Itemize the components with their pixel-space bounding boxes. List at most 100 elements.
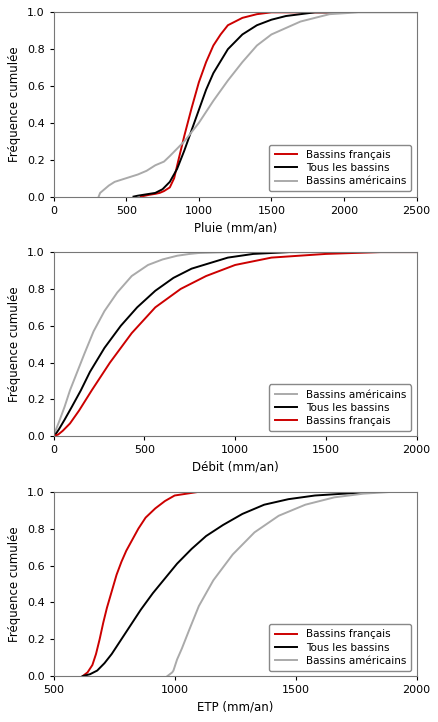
Line: Bassins américains: Bassins américains xyxy=(99,12,416,196)
Bassins français xyxy=(142,191,148,200)
Tous les bassins xyxy=(138,606,143,614)
Tous les bassins xyxy=(127,622,132,630)
Bassins américains xyxy=(139,168,145,177)
Bassins français xyxy=(196,487,201,496)
Tous les bassins xyxy=(170,274,176,282)
Bassins américains xyxy=(144,167,149,175)
Bassins français xyxy=(244,487,249,496)
Bassins français xyxy=(109,587,114,596)
Bassins américains xyxy=(174,655,179,664)
Bassins américains xyxy=(239,58,244,66)
Bassins français xyxy=(184,490,189,498)
Bassins américains xyxy=(297,17,302,26)
Tous les bassins xyxy=(78,386,83,395)
Tous les bassins xyxy=(131,192,136,201)
Bassins américains xyxy=(102,185,107,193)
Bassins français xyxy=(171,174,177,183)
Bassins français xyxy=(232,261,237,269)
Line: Bassins français: Bassins français xyxy=(82,492,247,676)
Bassins français xyxy=(254,10,259,19)
Legend: Bassins français, Tous les bassins, Bassins américains: Bassins français, Tous les bassins, Bass… xyxy=(269,144,410,191)
Bassins américains xyxy=(214,248,219,257)
Bassins américains xyxy=(232,248,237,256)
Bassins américains xyxy=(164,671,170,680)
Bassins américains xyxy=(67,386,72,395)
Bassins français xyxy=(89,661,95,669)
Bassins français xyxy=(167,183,172,192)
Tous les bassins xyxy=(181,146,187,155)
Tous les bassins xyxy=(94,666,99,675)
Bassins américains xyxy=(413,248,418,256)
Tous les bassins xyxy=(62,415,67,424)
Bassins américains xyxy=(74,367,80,376)
Bassins américains xyxy=(230,550,235,559)
Bassins français xyxy=(89,386,94,395)
Bassins français xyxy=(119,557,124,566)
Bassins américains xyxy=(135,170,140,179)
Bassins français xyxy=(53,431,58,440)
Bassins français xyxy=(413,248,418,256)
Bassins américains xyxy=(106,181,111,190)
Bassins américains xyxy=(157,159,162,168)
Tous les bassins xyxy=(102,659,107,668)
Bassins français xyxy=(152,303,158,312)
Y-axis label: Fréquence cumulée: Fréquence cumulée xyxy=(8,287,21,402)
Bassins français xyxy=(203,271,208,280)
Tous les bassins xyxy=(69,403,74,412)
Bassins américains xyxy=(129,172,134,180)
Bassins français xyxy=(107,358,112,367)
Bassins américains xyxy=(167,670,172,679)
Bassins français xyxy=(129,329,134,337)
Bassins américains xyxy=(413,487,418,496)
Line: Bassins américains: Bassins américains xyxy=(53,252,416,436)
Bassins américains xyxy=(389,487,394,496)
Bassins américains xyxy=(170,666,176,675)
Bassins américains xyxy=(82,349,87,358)
Bassins américains xyxy=(210,97,215,105)
Bassins américains xyxy=(114,288,120,297)
Bassins américains xyxy=(53,427,58,435)
Y-axis label: Fréquence cumulée: Fréquence cumulée xyxy=(8,526,21,642)
Bassins américains xyxy=(172,663,177,671)
Tous les bassins xyxy=(141,191,146,199)
Bassins français xyxy=(210,41,215,50)
Bassins américains xyxy=(181,137,187,146)
Legend: Bassins américains, Tous les bassins, Bassins français: Bassins américains, Tous les bassins, Ba… xyxy=(269,385,410,431)
Bassins français xyxy=(172,491,177,500)
Bassins américains xyxy=(360,490,365,498)
Tous les bassins xyxy=(203,531,208,540)
Tous les bassins xyxy=(162,574,167,583)
Bassins américains xyxy=(97,188,102,197)
Bassins américains xyxy=(91,327,96,336)
Bassins français xyxy=(67,419,72,427)
Tous les bassins xyxy=(80,671,85,680)
Line: Bassins français: Bassins français xyxy=(53,252,416,436)
Y-axis label: Fréquence cumulée: Fréquence cumulée xyxy=(8,47,21,162)
Bassins français xyxy=(220,487,225,496)
Bassins américains xyxy=(341,248,346,256)
Tous les bassins xyxy=(196,105,201,114)
Bassins américains xyxy=(129,271,134,280)
Bassins américains xyxy=(149,162,155,171)
Bassins français xyxy=(100,618,106,627)
Bassins américains xyxy=(254,41,259,50)
Tous les bassins xyxy=(167,178,172,186)
Bassins français xyxy=(80,671,85,680)
Tous les bassins xyxy=(152,188,158,197)
Bassins français xyxy=(176,155,181,164)
Tous les bassins xyxy=(261,500,266,509)
Bassins français xyxy=(129,536,134,544)
Bassins américains xyxy=(413,8,418,17)
Tous les bassins xyxy=(239,30,244,39)
Bassins français xyxy=(157,188,162,197)
Bassins américains xyxy=(96,192,101,201)
Bassins français xyxy=(297,8,302,17)
Bassins américains xyxy=(251,528,257,536)
Bassins français xyxy=(85,668,90,677)
Bassins américains xyxy=(304,248,310,256)
Bassins américains xyxy=(196,118,201,127)
Bassins américains xyxy=(169,668,174,677)
Bassins français xyxy=(196,78,201,87)
Legend: Bassins français, Tous les bassins, Bassins américains: Bassins français, Tous les bassins, Bass… xyxy=(269,625,410,671)
Bassins américains xyxy=(210,576,215,585)
